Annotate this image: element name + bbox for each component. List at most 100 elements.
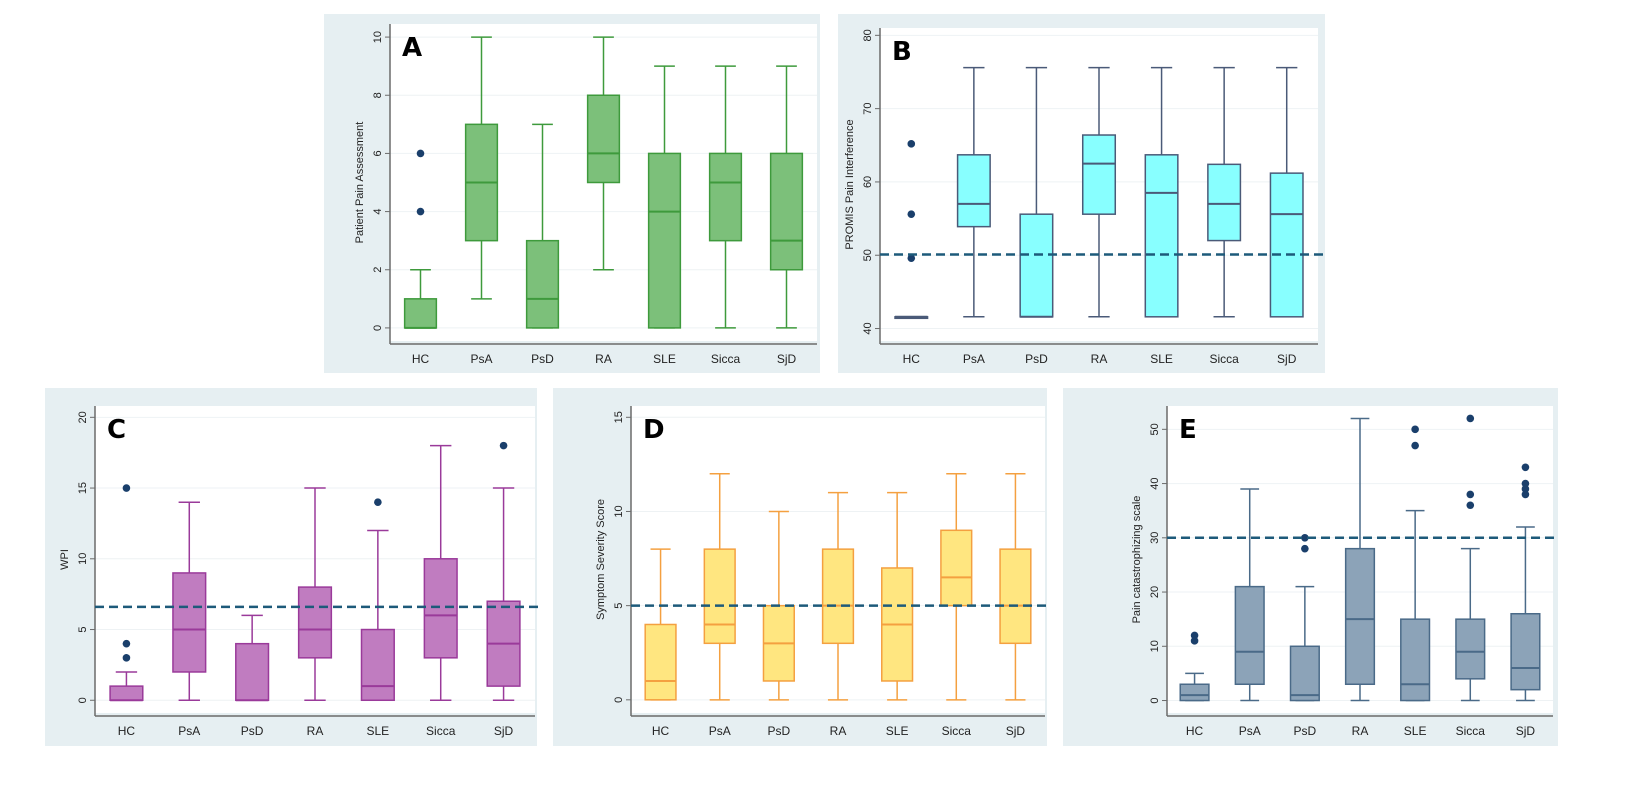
x-tick-label: Sicca: [426, 724, 456, 738]
iqr-box: [1289, 645, 1320, 702]
x-tick-label: SjD: [1277, 352, 1297, 366]
iqr-box: [644, 623, 677, 701]
iqr-box: [821, 548, 855, 645]
y-tick-label: 15: [613, 411, 625, 423]
y-tick-label: 0: [613, 697, 625, 703]
x-tick-label: Sicca: [1456, 724, 1486, 738]
iqr-box: [172, 572, 207, 673]
y-tick-label: 50: [862, 249, 874, 261]
x-tick-label: PsD: [1294, 724, 1317, 738]
y-tick-label: 70: [862, 103, 874, 115]
iqr-box: [525, 239, 560, 329]
y-tick-label: 40: [862, 322, 874, 334]
y-tick-label: 10: [613, 505, 625, 517]
y-tick-label: 4: [372, 209, 384, 215]
y-tick-label: 60: [862, 176, 874, 188]
box-ra: [297, 487, 333, 702]
y-tick-label: 2: [372, 267, 384, 273]
box-sicca: [708, 65, 743, 329]
y-tick-label: 40: [1149, 477, 1161, 489]
box-hc: [403, 149, 438, 329]
outlier-point: [1521, 485, 1530, 493]
x-tick-label: PsD: [531, 352, 554, 366]
x-tick-label: PsA: [178, 724, 200, 738]
box-psd: [525, 123, 560, 329]
x-tick-label: SjD: [777, 352, 797, 366]
box-hc: [644, 548, 677, 701]
iqr-box: [999, 548, 1032, 645]
outlier-point: [907, 140, 916, 148]
panel-a-patient-pain-assessment: 0 2 4 6 8 10 Patient Pain Assessment HC PsA PsD RA…: [324, 14, 820, 373]
iqr-box: [423, 558, 458, 659]
box-sjd: [999, 473, 1032, 701]
box-psd: [1289, 534, 1320, 702]
y-tick-label: 6: [372, 150, 384, 156]
y-tick-label: 0: [372, 325, 384, 331]
box-sicca: [940, 473, 973, 701]
box-hc: [894, 140, 929, 320]
x-tick-label: SLE: [1150, 352, 1173, 366]
panel-letter: D: [643, 415, 665, 445]
iqr-box: [297, 586, 333, 659]
box-psa: [1234, 488, 1265, 702]
iqr-box: [956, 154, 991, 228]
iqr-box: [1179, 683, 1210, 702]
x-tick-label: PsD: [1025, 352, 1048, 366]
outlier-point: [1466, 501, 1475, 510]
box-sicca: [423, 444, 458, 702]
box-psd: [762, 510, 795, 701]
iqr-box: [1344, 547, 1376, 686]
chart-d-svg: 0 5 10 15 Symptom Severity Score HC PsA PsD RA SL…: [595, 406, 1051, 738]
box-psa: [703, 473, 736, 701]
box-sle: [1144, 66, 1179, 318]
x-tick-label: PsD: [768, 724, 791, 738]
box-psa: [172, 501, 207, 702]
y-axis-title: WPI: [59, 549, 71, 570]
x-tick-label: Sicca: [1209, 352, 1239, 366]
outlier-point: [1301, 534, 1309, 542]
panel-d-symptom-severity-score: 0 5 10 15 Symptom Severity Score HC PsA PsD RA SL…: [553, 388, 1051, 746]
y-tick-label: 0: [1149, 697, 1161, 703]
x-tick-label: RA: [1352, 724, 1369, 738]
iqr-box: [1019, 213, 1054, 318]
y-axis-title: Symptom Severity Score: [595, 499, 607, 620]
x-tick-label: PsA: [1239, 724, 1261, 738]
iqr-box: [708, 152, 743, 242]
outlier-point: [122, 654, 131, 662]
y-axis-title: Pain catastrophizing scale: [1131, 496, 1143, 624]
outlier-point: [416, 207, 425, 216]
chart-b-svg: 40 50 60 70 80 PROMIS Pain Interference HC PsA P…: [844, 28, 1324, 366]
box-sjd: [1269, 66, 1304, 318]
x-tick-label: HC: [903, 352, 921, 366]
box-sle: [1400, 425, 1431, 702]
outlier-point: [1301, 544, 1309, 553]
iqr-box: [940, 529, 973, 607]
box-sle: [647, 65, 682, 329]
iqr-box: [1234, 585, 1265, 686]
iqr-box: [769, 152, 804, 271]
x-tick-label: PsA: [470, 352, 492, 366]
outlier-point: [1190, 631, 1199, 640]
y-tick-label: 0: [77, 697, 89, 703]
outlier-point: [374, 498, 382, 507]
x-tick-label: RA: [1091, 352, 1108, 366]
iqr-box: [360, 628, 395, 702]
y-tick-label: 80: [862, 29, 874, 41]
box-sicca: [1207, 66, 1242, 318]
box-ra: [586, 36, 621, 271]
outlier-point: [907, 254, 916, 262]
iqr-box: [703, 548, 736, 645]
outlier-point: [907, 210, 916, 218]
outlier-point: [1190, 637, 1199, 645]
iqr-box: [403, 298, 438, 329]
panel-b-promis-pain-interference: 40 50 60 70 80 PROMIS Pain Interference HC PsA P…: [838, 14, 1325, 373]
x-tick-label: Sicca: [711, 352, 741, 366]
outlier-point: [1521, 463, 1530, 472]
iqr-box: [1207, 163, 1242, 242]
iqr-box: [1269, 172, 1304, 318]
x-tick-label: RA: [307, 724, 324, 738]
box-ra: [821, 491, 855, 701]
x-tick-label: Sicca: [942, 724, 972, 738]
x-tick-label: SLE: [367, 724, 390, 738]
iqr-box: [1510, 612, 1541, 691]
